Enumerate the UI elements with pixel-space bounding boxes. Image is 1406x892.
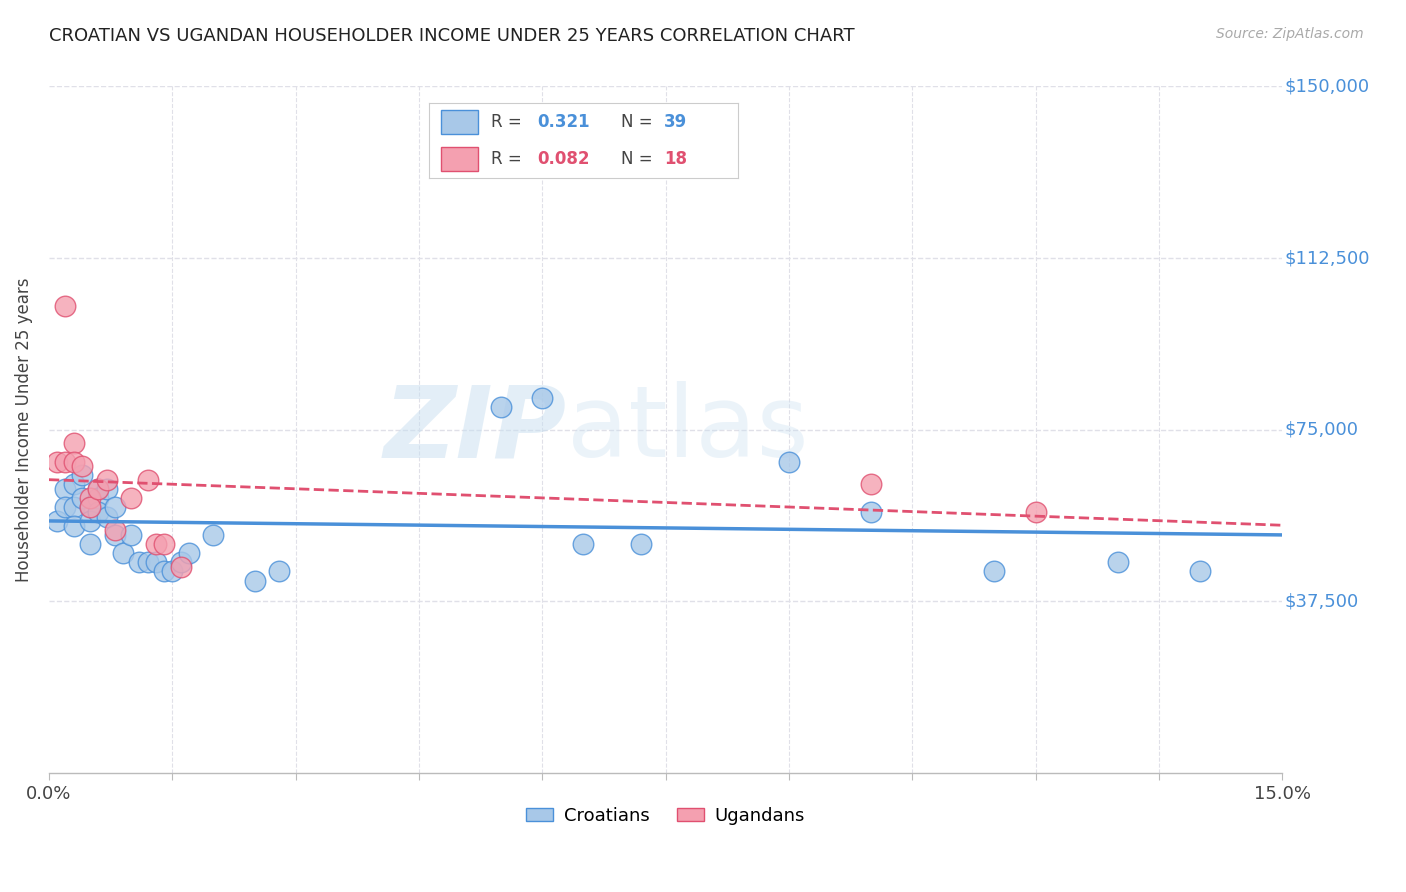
Point (62, 518, 84, 533)
Point (1188, 565, 1211, 579)
Point (46, 455, 69, 469)
Text: R =: R = (491, 113, 527, 131)
Point (62, 455, 84, 469)
Point (128, 555, 150, 569)
Point (983, 565, 1005, 579)
Point (136, 473, 159, 487)
Point (87, 491, 110, 506)
Point (145, 555, 167, 569)
Point (169, 555, 191, 569)
Point (169, 559, 191, 574)
Point (120, 528, 142, 542)
Text: 39: 39 (664, 113, 688, 131)
Text: $112,500: $112,500 (1285, 249, 1371, 267)
Point (87, 482, 110, 496)
Point (79, 500, 101, 515)
Point (153, 537, 176, 551)
Point (630, 537, 652, 551)
Point (269, 565, 291, 579)
Bar (441, 111, 478, 135)
Y-axis label: Householder Income Under 25 years: Householder Income Under 25 years (15, 277, 32, 582)
Point (104, 523, 127, 537)
Point (96, 509, 118, 524)
Point (162, 565, 184, 579)
Text: atlas: atlas (567, 381, 808, 478)
Text: CROATIAN VS UGANDAN HOUSEHOLDER INCOME UNDER 25 YEARS CORRELATION CHART: CROATIAN VS UGANDAN HOUSEHOLDER INCOME U… (49, 27, 855, 45)
Point (111, 546, 134, 560)
Point (120, 491, 142, 506)
Point (79, 514, 101, 528)
Text: N =: N = (620, 150, 658, 168)
Point (177, 546, 200, 560)
Point (243, 574, 266, 588)
Point (202, 528, 225, 542)
Text: N =: N = (620, 113, 658, 131)
Point (104, 500, 127, 515)
Text: ZIP: ZIP (384, 381, 567, 478)
Point (1107, 555, 1129, 569)
Point (62, 477, 84, 491)
Point (70, 468, 93, 483)
Point (70, 459, 93, 474)
Text: 0.082: 0.082 (537, 150, 589, 168)
Point (860, 505, 883, 519)
Bar (441, 146, 478, 171)
Point (860, 477, 883, 491)
Text: R =: R = (491, 150, 527, 168)
Point (87, 505, 110, 519)
Point (572, 537, 595, 551)
Point (55, 299, 77, 313)
Text: 0.321: 0.321 (537, 113, 589, 131)
Point (70, 491, 93, 506)
Point (55, 482, 77, 496)
Point (778, 455, 800, 469)
Text: Source: ZipAtlas.com: Source: ZipAtlas.com (1216, 27, 1364, 41)
Point (79, 491, 101, 506)
Point (79, 537, 101, 551)
Point (1025, 505, 1047, 519)
Point (87, 482, 110, 496)
Legend: Croatians, Ugandans: Croatians, Ugandans (519, 800, 813, 832)
Point (96, 473, 118, 487)
Point (145, 537, 167, 551)
Point (55, 500, 77, 515)
Point (104, 528, 127, 542)
Point (62, 436, 84, 450)
Point (153, 565, 176, 579)
Point (46, 514, 69, 528)
Point (79, 500, 101, 515)
Point (96, 482, 118, 496)
Text: 18: 18 (664, 150, 688, 168)
Point (531, 391, 554, 405)
Text: $37,500: $37,500 (1285, 592, 1360, 610)
Text: $75,000: $75,000 (1285, 421, 1358, 439)
Text: $150,000: $150,000 (1285, 78, 1369, 95)
Point (489, 400, 512, 414)
Point (136, 555, 159, 569)
Point (62, 500, 84, 515)
Point (55, 455, 77, 469)
